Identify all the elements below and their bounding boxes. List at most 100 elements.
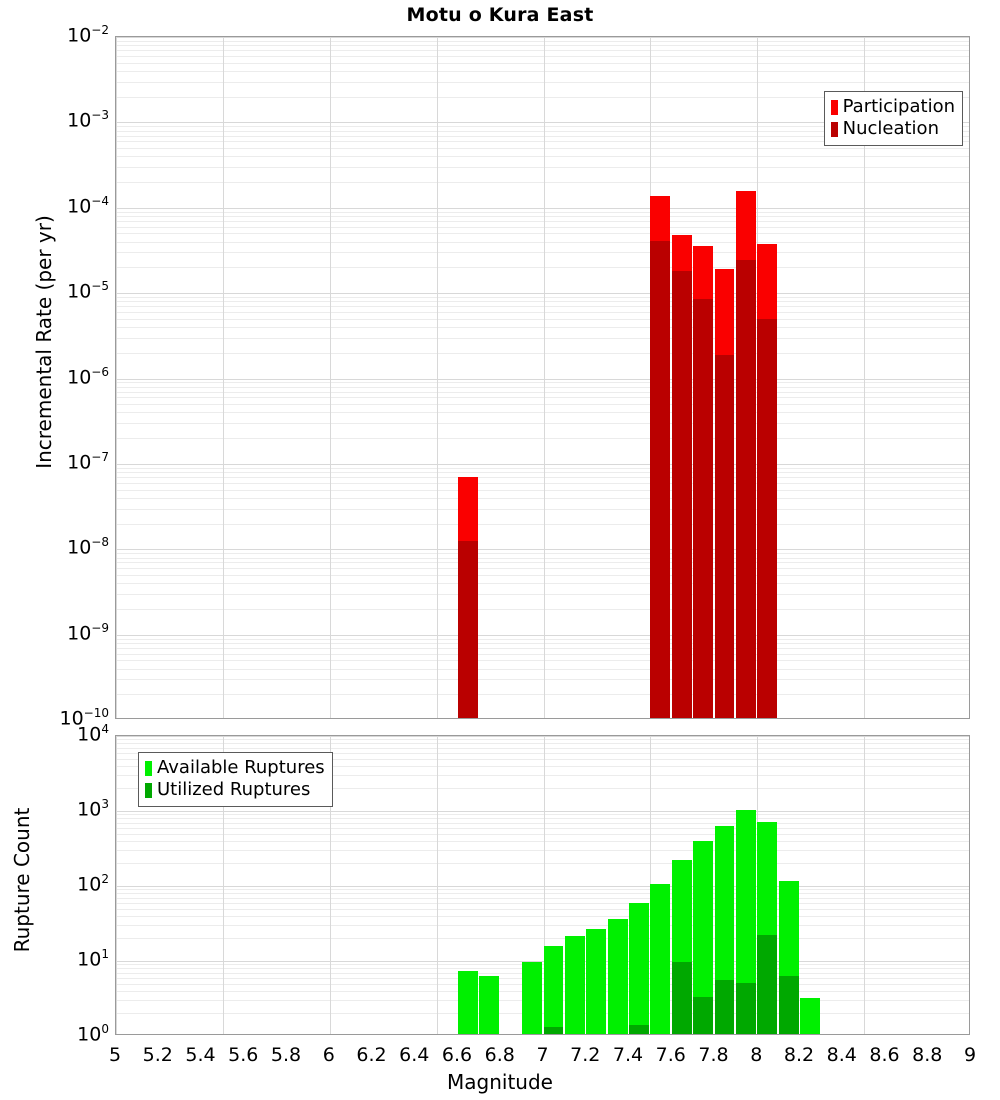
y-tick-label: 10−8 <box>67 535 109 559</box>
gridline-horizontal <box>116 898 969 899</box>
gridline-horizontal <box>116 423 969 424</box>
gridline-vertical <box>864 736 865 1034</box>
gridline-horizontal <box>116 660 969 661</box>
x-tick-label: 8.2 <box>783 1044 815 1066</box>
gridline-horizontal <box>116 736 969 737</box>
gridline-horizontal <box>116 97 969 98</box>
x-tick-label: 6.2 <box>356 1044 387 1066</box>
gridline-horizontal <box>116 984 969 985</box>
gridline-horizontal <box>116 122 969 123</box>
gridline-horizontal <box>116 382 969 383</box>
gridline-horizontal <box>116 227 969 228</box>
gridline-horizontal <box>116 468 969 469</box>
bar-segment-available <box>458 970 478 1034</box>
y-tick-label: 10−3 <box>67 108 109 132</box>
top-legend: Participation Nucleation <box>823 91 963 146</box>
y-tick-label: 10−9 <box>67 620 109 644</box>
x-tick-label: 5.4 <box>185 1044 216 1066</box>
bar-segment-available <box>479 975 500 1034</box>
x-tick-label: 5.6 <box>228 1044 259 1066</box>
gridline-horizontal <box>116 477 969 478</box>
gridline-horizontal <box>116 863 969 864</box>
gridline-horizontal <box>116 221 969 222</box>
y-tick-label: 103 <box>77 797 109 821</box>
gridline-horizontal <box>116 56 969 57</box>
legend-label: Utilized Ruptures <box>157 779 311 800</box>
bar-segment-nucleation <box>650 240 671 718</box>
gridline-horizontal <box>116 464 969 465</box>
gridline-horizontal <box>116 483 969 484</box>
legend-label: Available Ruptures <box>157 757 325 778</box>
bar-segment-utilized <box>778 975 799 1034</box>
bar <box>543 736 564 1034</box>
x-tick-label: 5.2 <box>142 1044 173 1066</box>
gridline-horizontal <box>116 648 969 649</box>
bar <box>522 736 542 1034</box>
bottom-y-axis-label: Rupture Count <box>10 807 34 953</box>
bar-segment-nucleation <box>757 319 778 718</box>
gridline-vertical <box>223 37 224 718</box>
legend-item[interactable]: Participation <box>830 96 955 118</box>
y-tick-label: 10−5 <box>67 279 109 303</box>
gridline-vertical <box>330 736 331 1034</box>
bar-segment-available <box>543 945 564 1034</box>
gridline-horizontal <box>116 404 969 405</box>
bar <box>735 37 756 718</box>
gridline-horizontal <box>116 925 969 926</box>
gridline-horizontal <box>116 392 969 393</box>
gridline-vertical <box>544 37 545 718</box>
legend-item[interactable]: Nucleation <box>830 118 955 140</box>
gridline-horizontal <box>116 788 969 789</box>
gridline-horizontal <box>116 1000 969 1001</box>
gridline-horizontal <box>116 575 969 576</box>
gridline-horizontal <box>116 312 969 313</box>
bar-segment-utilized <box>671 962 692 1034</box>
x-tick-label: 8.4 <box>826 1044 857 1066</box>
gridline-horizontal <box>116 208 969 209</box>
gridline-horizontal <box>116 338 969 339</box>
bar-segment-nucleation <box>458 540 478 718</box>
gridline-horizontal <box>116 938 969 939</box>
bar <box>757 736 778 1034</box>
bar-segment-available <box>650 884 671 1034</box>
gridline-horizontal <box>116 242 969 243</box>
bar <box>458 736 478 1034</box>
legend-swatch-icon <box>830 99 838 115</box>
gridline-horizontal <box>116 306 969 307</box>
gridline-horizontal <box>116 609 969 610</box>
page-title: Motu o Kura East <box>406 4 594 26</box>
gridline-horizontal <box>116 438 969 439</box>
gridline-horizontal <box>116 834 969 835</box>
gridline-horizontal <box>116 216 969 217</box>
gridline-horizontal <box>116 45 969 46</box>
gridline-horizontal <box>116 182 969 183</box>
gridline-horizontal <box>116 775 969 776</box>
gridline-horizontal <box>116 886 969 887</box>
gridline-horizontal <box>116 553 969 554</box>
gridline-horizontal <box>116 524 969 525</box>
gridline-horizontal <box>116 903 969 904</box>
gridline-horizontal <box>116 156 969 157</box>
gridline-horizontal <box>116 327 969 328</box>
bar <box>800 736 820 1034</box>
bar-segment-utilized <box>543 1026 564 1034</box>
gridline-horizontal <box>116 37 969 38</box>
legend-label: Participation <box>842 96 955 117</box>
bar <box>479 736 500 1034</box>
legend-item[interactable]: Utilized Ruptures <box>145 779 325 801</box>
gridline-horizontal <box>116 893 969 894</box>
gridline-horizontal <box>116 387 969 388</box>
gridline-horizontal <box>116 841 969 842</box>
bar <box>650 736 671 1034</box>
bar-segment-available <box>586 929 607 1034</box>
bar-segment-nucleation <box>693 299 713 718</box>
bar-segment-available <box>564 936 585 1034</box>
bar-segment-available <box>735 809 756 1034</box>
legend-item[interactable]: Available Ruptures <box>145 757 325 779</box>
gridline-horizontal <box>116 811 969 812</box>
y-tick-label: 104 <box>77 722 109 746</box>
bar <box>564 736 585 1034</box>
bar <box>778 736 799 1034</box>
bar <box>757 37 778 718</box>
